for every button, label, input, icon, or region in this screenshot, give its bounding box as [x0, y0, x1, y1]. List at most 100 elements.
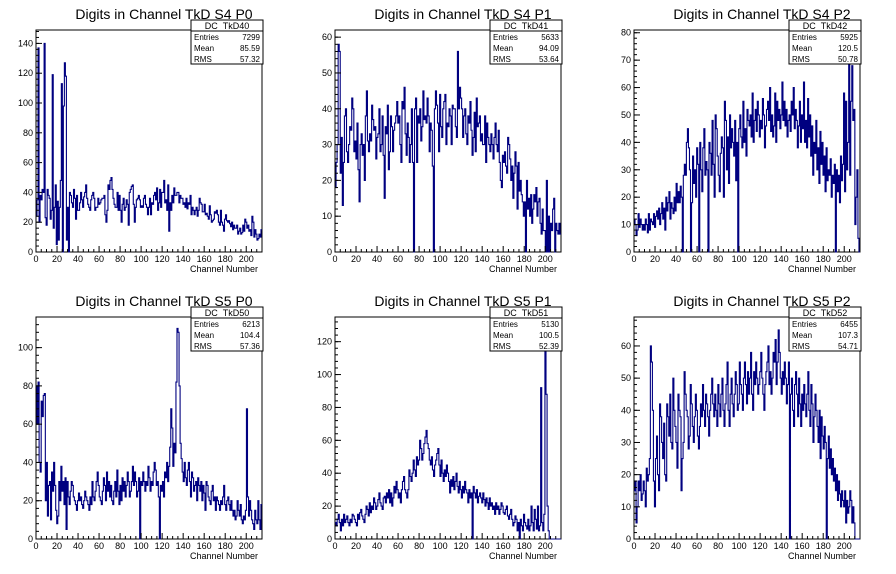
chart-title: Digits in Channel TkD S5 P2 [673, 293, 850, 309]
x-axis-label: Channel Number [788, 551, 856, 561]
histogram-line [36, 327, 262, 540]
stats-hist-name: DC_TkD52 [803, 308, 848, 318]
y-tick-label: 60 [621, 341, 631, 351]
y-tick-label: 80 [322, 402, 332, 412]
stats-box-frame [788, 19, 862, 65]
y-tick-label: 50 [621, 373, 631, 383]
chart-title: Digits in Channel TkD S5 P1 [374, 293, 551, 309]
x-tick-label: 120 [454, 254, 469, 264]
x-tick-label: 80 [414, 254, 424, 264]
stats-rms-value: 57.36 [240, 342, 261, 351]
histogram-line [36, 42, 262, 253]
x-tick-label: 160 [496, 541, 511, 551]
stats-entries-label: Entries [194, 320, 219, 329]
stats-mean-value: 100.5 [539, 331, 560, 340]
x-tick-label: 60 [393, 254, 403, 264]
x-axis-label: Channel Number [788, 264, 856, 274]
x-tick-label: 80 [414, 541, 424, 551]
x-tick-label: 200 [538, 254, 553, 264]
stats-hist-name: DC_TkD51 [504, 308, 549, 318]
y-tick-label: 80 [23, 381, 33, 391]
stats-hist-name: DC_TkD42 [803, 21, 848, 31]
stats-box-frame [190, 19, 264, 65]
x-axis-label: Channel Number [489, 264, 557, 274]
x-tick-label: 160 [795, 254, 810, 264]
stats-entries-value: 6213 [242, 320, 260, 329]
y-tick-label: 40 [621, 137, 631, 147]
x-tick-label: 200 [538, 541, 553, 551]
y-tick-label: 100 [317, 370, 332, 380]
stats-rms-value: 53.64 [539, 55, 560, 64]
histogram-line [634, 54, 860, 253]
stats-entries-label: Entries [792, 33, 817, 42]
y-tick-label: 10 [621, 502, 631, 512]
stats-box-frame [489, 19, 563, 65]
chart-title: Digits in Channel TkD S5 P0 [75, 293, 252, 309]
x-tick-label: 60 [393, 541, 403, 551]
x-tick-label: 100 [732, 541, 747, 551]
y-tick-label: 40 [23, 187, 33, 197]
stats-box: DC_TkD51 Entries 5130 Mean 100.5 RMS 52.39 [489, 306, 563, 352]
x-tick-label: 100 [134, 254, 149, 264]
y-tick-label: 20 [322, 175, 332, 185]
chart-title: Digits in Channel TkD S4 P1 [374, 6, 551, 22]
x-tick-label: 200 [837, 254, 852, 264]
stats-box: DC_TkD50 Entries 6213 Mean 104.4 RMS 57.36 [190, 306, 264, 352]
stats-mean-label: Mean [792, 331, 812, 340]
y-tick-label: 20 [23, 217, 33, 227]
x-tick-label: 80 [115, 541, 125, 551]
chart-title: Digits in Channel TkD S4 P2 [673, 6, 850, 22]
y-tick-label: 20 [621, 470, 631, 480]
stats-mean-value: 120.5 [838, 44, 859, 53]
x-tick-label: 160 [795, 541, 810, 551]
y-tick-label: 60 [322, 32, 332, 42]
y-tick-label: 40 [322, 104, 332, 114]
x-tick-label: 180 [218, 541, 233, 551]
y-tick-label: 60 [23, 419, 33, 429]
x-tick-label: 180 [816, 541, 831, 551]
x-tick-label: 140 [774, 541, 789, 551]
x-tick-label: 40 [73, 541, 83, 551]
x-tick-label: 20 [351, 254, 361, 264]
histogram-panel: Digits in Channel TkD S4 P10 20 40 60 80 100 1… [322, 6, 563, 274]
stats-entries-value: 5130 [541, 320, 559, 329]
x-tick-label: 160 [197, 541, 212, 551]
y-tick-label: 50 [322, 68, 332, 78]
stats-entries-value: 5925 [840, 33, 858, 42]
stats-rms-label: RMS [194, 342, 212, 351]
y-tick-label: 0 [626, 247, 631, 257]
y-tick-label: 0 [28, 247, 33, 257]
y-tick-label: 0 [327, 534, 332, 544]
x-tick-label: 120 [155, 541, 170, 551]
x-tick-label: 40 [73, 254, 83, 264]
stats-mean-value: 107.3 [838, 331, 859, 340]
y-tick-label: 60 [23, 158, 33, 168]
x-tick-label: 180 [517, 254, 532, 264]
stats-mean-value: 104.4 [240, 331, 261, 340]
y-tick-label: 30 [621, 165, 631, 175]
y-tick-label: 120 [18, 68, 33, 78]
stats-mean-label: Mean [792, 44, 812, 53]
x-tick-label: 0 [33, 541, 38, 551]
stats-hist-name: DC_TkD40 [205, 21, 250, 31]
x-tick-label: 200 [239, 254, 254, 264]
x-tick-label: 140 [774, 254, 789, 264]
stats-mean-value: 94.09 [539, 44, 560, 53]
x-tick-label: 140 [475, 254, 490, 264]
x-tick-label: 20 [351, 541, 361, 551]
stats-mean-label: Mean [493, 44, 513, 53]
y-tick-label: 0 [327, 247, 332, 257]
plot-frame [633, 316, 861, 540]
y-tick-label: 0 [28, 534, 33, 544]
y-tick-label: 30 [322, 140, 332, 150]
stats-rms-label: RMS [194, 55, 212, 64]
x-tick-label: 60 [692, 254, 702, 264]
x-tick-label: 180 [218, 254, 233, 264]
y-tick-label: 30 [621, 437, 631, 447]
x-tick-label: 60 [692, 541, 702, 551]
stats-box: DC_TkD52 Entries 6455 Mean 107.3 RMS 54.71 [788, 306, 862, 352]
y-tick-label: 0 [626, 534, 631, 544]
x-tick-label: 20 [52, 254, 62, 264]
x-axis-label: Channel Number [190, 264, 258, 274]
